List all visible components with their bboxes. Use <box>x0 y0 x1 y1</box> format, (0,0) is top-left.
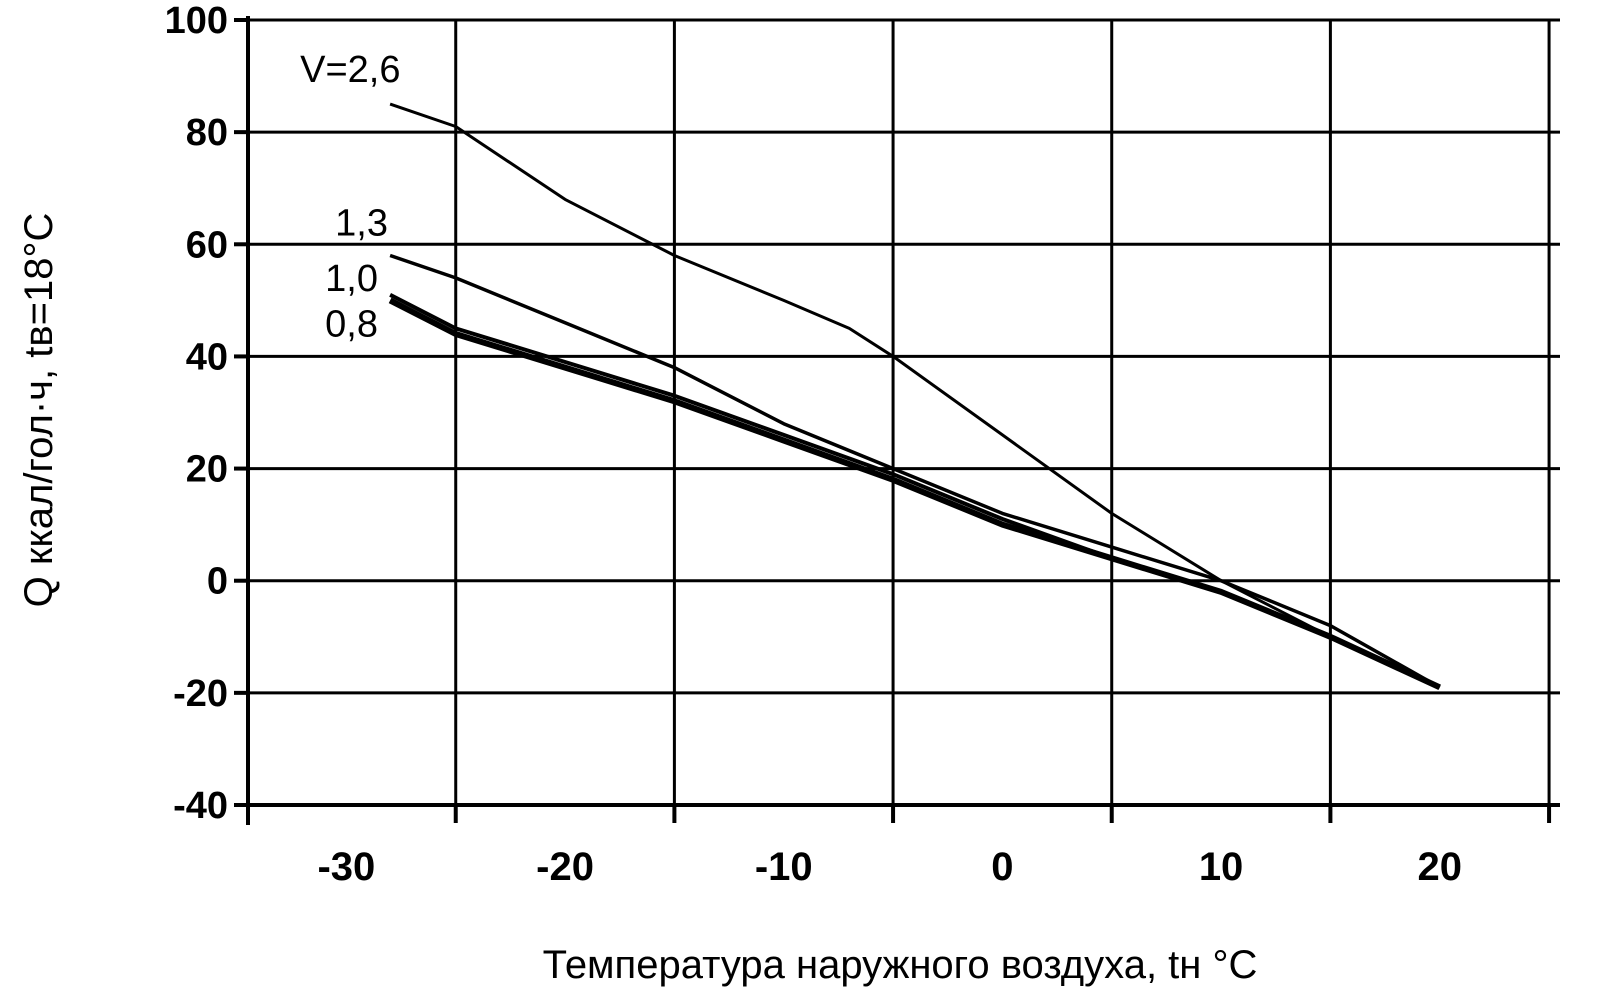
y-tick-label-5: 60 <box>186 224 228 266</box>
series-label-3: 0,8 <box>325 303 378 345</box>
series-line-1 <box>389 253 1441 689</box>
x-tick-label-1: -20 <box>536 845 594 889</box>
axes <box>234 16 1560 825</box>
x-tick-label-3: 0 <box>991 845 1013 889</box>
y-tick-label-0: -40 <box>173 785 228 827</box>
series-line-3 <box>388 297 1441 691</box>
x-tick-label-4: 10 <box>1199 845 1244 889</box>
x-axis-title: Температура наружного воздуха, tн °С <box>543 943 1258 987</box>
series-labels: V=2,6 1,3 1,00,8 <box>300 49 400 345</box>
series-label-0: V=2,6 <box>300 49 400 91</box>
y-axis-title: Q ккал/гол·ч, tв=18°С <box>17 213 61 608</box>
y-tick-label-7: 100 <box>165 0 228 42</box>
series-line-0 <box>389 102 1441 689</box>
x-tick-label-5: 20 <box>1417 845 1462 889</box>
grid <box>248 18 1560 805</box>
y-tick-label-1: -20 <box>173 673 228 715</box>
tick-labels: -40 -20 0 20 40 60 80 100 -30 -20 -10 0 10 20 <box>165 0 1462 889</box>
series-group <box>388 102 1441 691</box>
series-label-2: 1,0 <box>325 258 378 300</box>
y-tick-label-2: 0 <box>207 561 228 603</box>
series-label-1: 1,3 <box>335 203 388 245</box>
x-tick-label-2: -10 <box>755 845 813 889</box>
x-tick-label-0: -30 <box>317 845 375 889</box>
y-tick-label-3: 20 <box>186 449 228 491</box>
y-tick-label-4: 40 <box>186 336 228 378</box>
y-tick-label-6: 80 <box>186 112 228 154</box>
